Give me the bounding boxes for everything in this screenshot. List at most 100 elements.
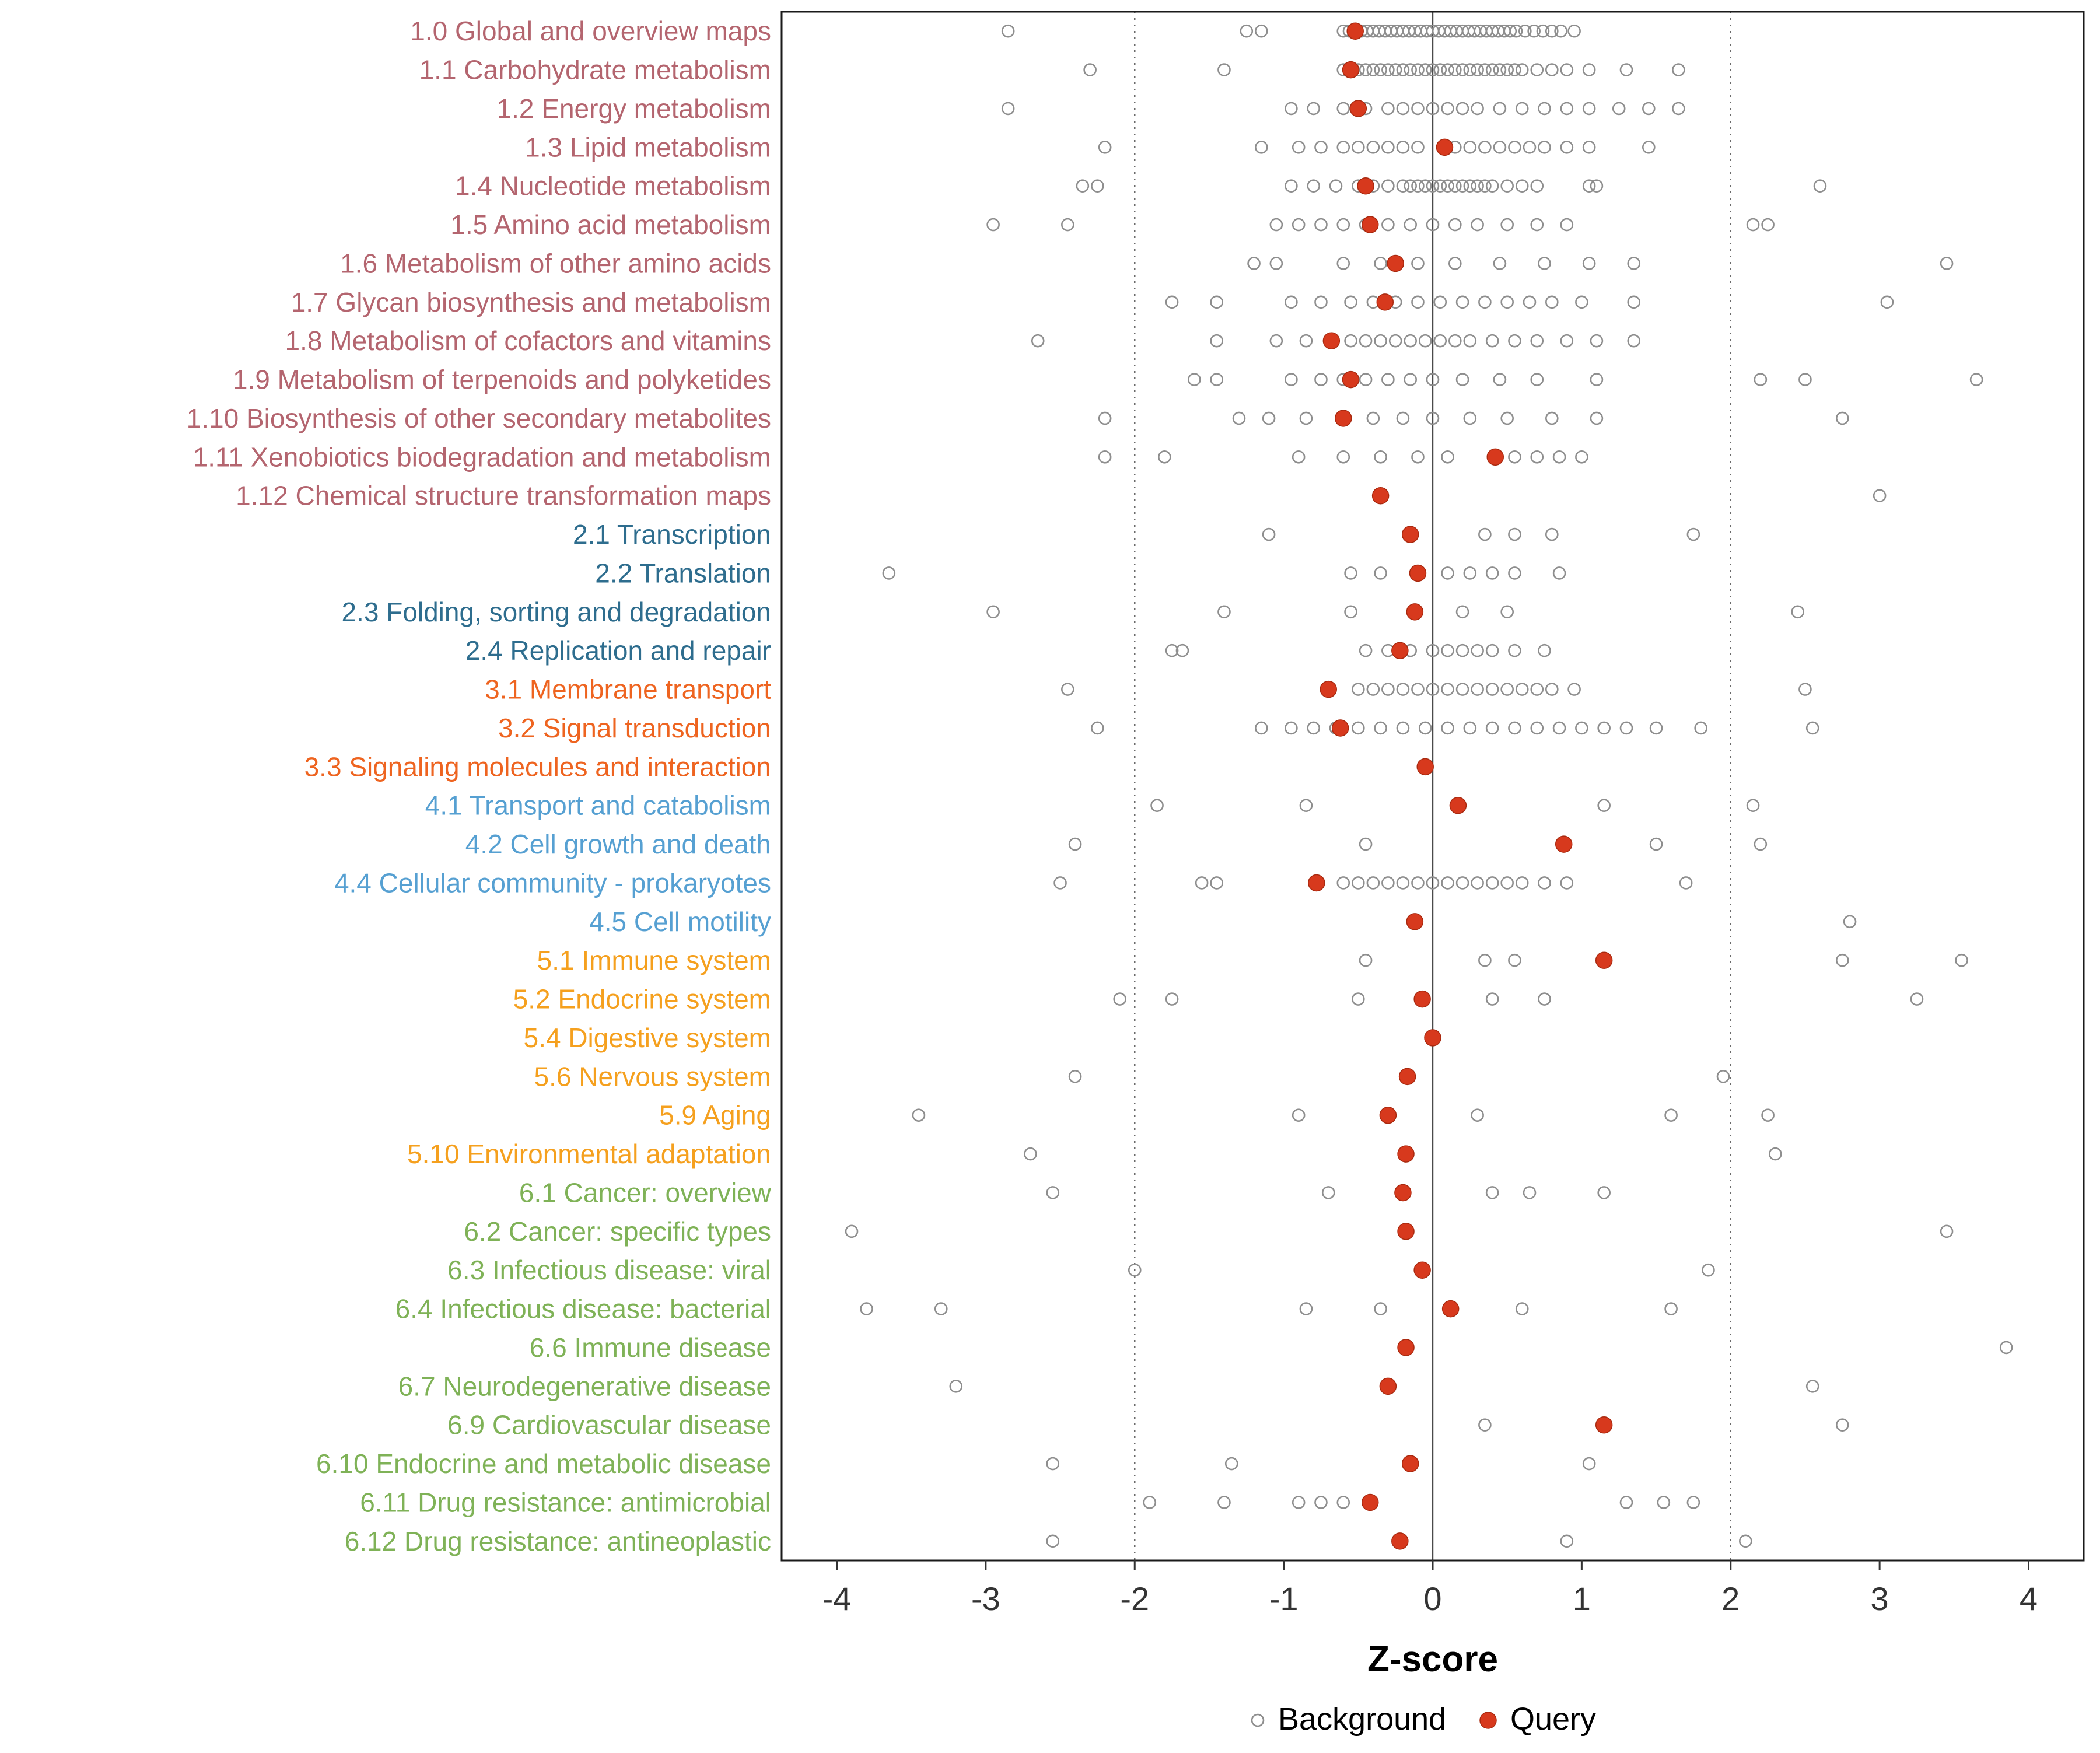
x-axis-tick-label: 1 — [1573, 1580, 1591, 1617]
background-point — [1426, 643, 1440, 657]
background-point — [1366, 63, 1380, 76]
background-point — [1426, 683, 1440, 696]
background-point — [1508, 721, 1521, 735]
background-point — [1046, 1534, 1060, 1548]
query-point — [1416, 758, 1434, 776]
background-point — [1463, 179, 1477, 193]
background-point — [1582, 257, 1596, 270]
background-point — [1530, 721, 1544, 735]
background-point — [1471, 643, 1484, 657]
background-point — [1485, 683, 1499, 696]
background-point — [1359, 63, 1373, 76]
background-point — [1515, 63, 1529, 76]
background-point — [1672, 102, 1685, 116]
category-label: 6.4 Infectious disease: bacterial — [396, 1294, 771, 1324]
background-point — [1210, 295, 1224, 309]
background-point — [1404, 179, 1417, 193]
background-point — [1590, 179, 1604, 193]
background-point — [1426, 373, 1440, 386]
background-point — [1307, 102, 1320, 116]
background-point — [1068, 1070, 1082, 1083]
background-point — [1188, 373, 1201, 386]
background-point — [1455, 373, 1469, 386]
background-point — [1761, 1108, 1774, 1122]
background-point — [1336, 218, 1350, 232]
background-point — [1352, 141, 1365, 154]
background-point — [1485, 179, 1499, 193]
background-point — [1999, 1341, 2013, 1355]
background-point — [1165, 295, 1179, 309]
background-point — [1411, 450, 1424, 464]
background-point — [1061, 683, 1074, 696]
background-point — [1582, 63, 1596, 76]
background-point — [1664, 1108, 1678, 1122]
background-point — [1175, 643, 1189, 657]
background-point — [1478, 953, 1492, 967]
background-point — [1143, 1496, 1157, 1509]
background-point — [1582, 1457, 1596, 1471]
background-point — [1411, 102, 1424, 116]
background-point — [1940, 1224, 1954, 1238]
background-point — [1508, 63, 1521, 76]
query-point — [1424, 1029, 1441, 1047]
background-point — [1835, 411, 1849, 425]
background-point — [1627, 334, 1641, 348]
background-point — [1433, 63, 1447, 76]
background-point — [1426, 218, 1440, 232]
background-point — [1426, 411, 1440, 425]
background-point — [1500, 411, 1514, 425]
x-axis-title: Z-score — [1367, 1639, 1498, 1679]
background-point — [1493, 141, 1507, 154]
query-point — [1401, 1455, 1419, 1472]
query-point — [1413, 990, 1431, 1008]
background-point — [1359, 837, 1373, 851]
background-point — [1448, 218, 1462, 232]
background-point — [1329, 179, 1343, 193]
background-point — [1538, 876, 1551, 890]
category-label: 1.11 Xenobiotics biodegradation and meta… — [193, 442, 771, 472]
background-point — [1381, 63, 1395, 76]
background-point — [1471, 218, 1484, 232]
background-point — [1485, 566, 1499, 580]
background-point — [1217, 605, 1231, 619]
background-point — [1455, 295, 1469, 309]
background-point — [1478, 295, 1492, 309]
background-point — [1463, 141, 1477, 154]
background-point — [1396, 179, 1410, 193]
background-point — [1336, 102, 1350, 116]
category-label: 1.2 Energy metabolism — [497, 93, 771, 124]
background-point — [1418, 334, 1432, 348]
background-point — [1746, 218, 1760, 232]
background-point — [1679, 876, 1693, 890]
category-label: 1.5 Amino acid metabolism — [450, 209, 771, 240]
background-point — [1515, 876, 1529, 890]
background-point — [1344, 334, 1357, 348]
background-point — [1255, 141, 1268, 154]
background-point — [1396, 141, 1410, 154]
background-point — [1441, 102, 1454, 116]
background-point — [1471, 102, 1484, 116]
category-label: 1.10 Biosynthesis of other secondary met… — [187, 403, 771, 433]
background-point — [1098, 450, 1112, 464]
background-point — [1530, 683, 1544, 696]
background-point — [1791, 605, 1804, 619]
background-point — [1619, 63, 1633, 76]
background-point — [1359, 373, 1373, 386]
category-label: 3.3 Signaling molecules and interaction — [304, 751, 771, 782]
background-point — [1374, 1302, 1387, 1315]
background-point — [1642, 102, 1656, 116]
background-point — [1411, 257, 1424, 270]
background-point — [1530, 334, 1544, 348]
background-point — [1128, 1263, 1142, 1277]
background-point — [1515, 102, 1529, 116]
background-point — [1515, 1302, 1529, 1315]
background-point — [1314, 295, 1328, 309]
background-point — [1255, 24, 1268, 38]
background-point — [1552, 450, 1566, 464]
background-point — [1374, 721, 1387, 735]
background-point — [949, 1380, 963, 1393]
category-label: 1.1 Carbohydrate metabolism — [419, 55, 771, 85]
background-point — [1441, 683, 1454, 696]
query-point — [1394, 1184, 1412, 1202]
background-point — [1366, 876, 1380, 890]
